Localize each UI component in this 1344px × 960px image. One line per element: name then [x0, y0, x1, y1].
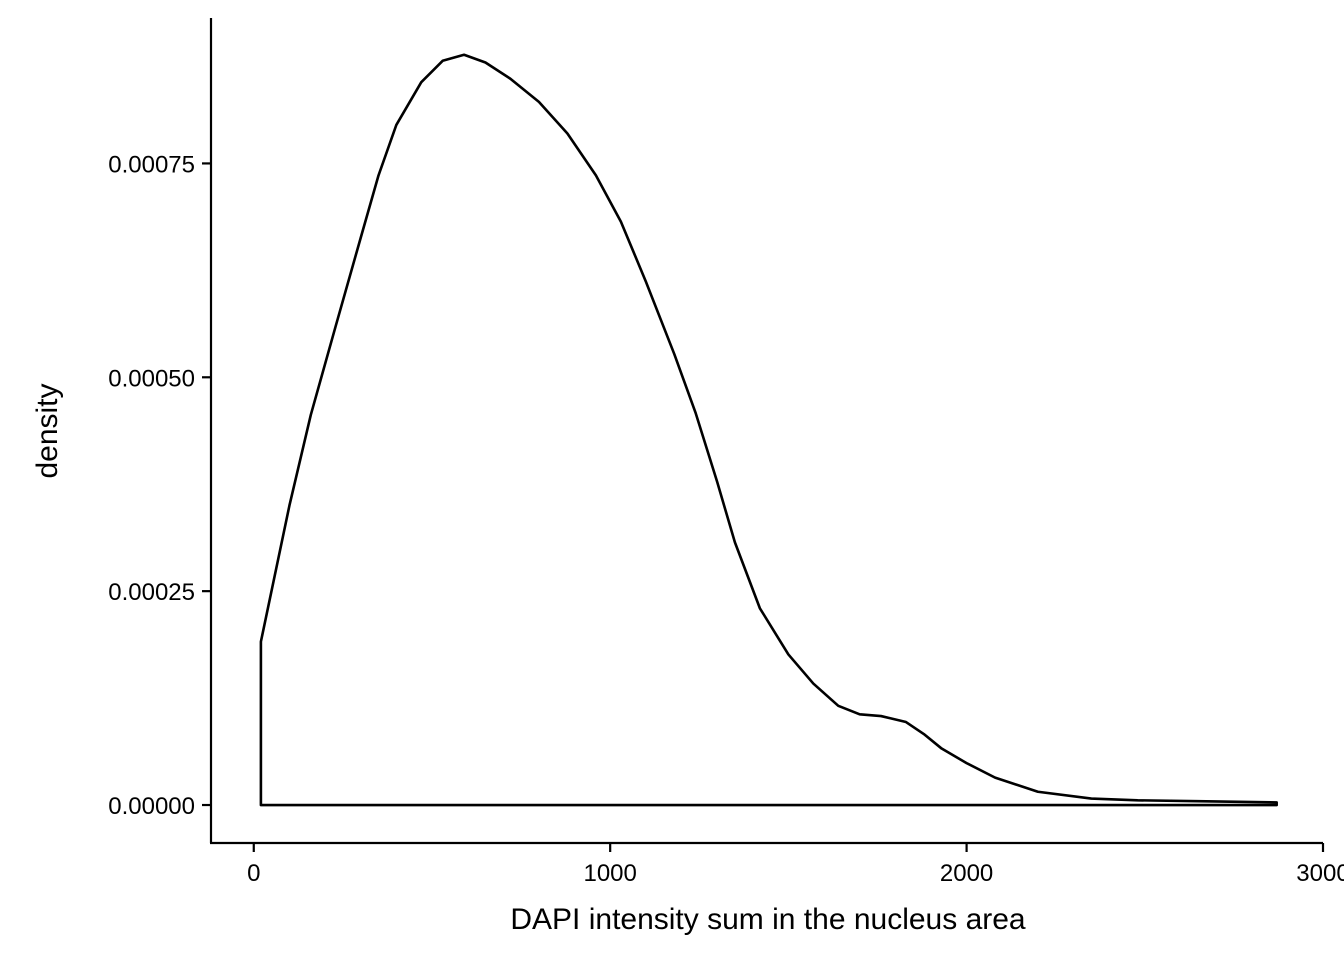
y-axis-title: density	[31, 383, 64, 478]
density-curve	[259, 53, 1278, 807]
plot-area	[259, 53, 1278, 807]
x-axis-ticks: 0 1000 2000 3000	[247, 843, 1344, 887]
x-tick-label: 0	[247, 860, 260, 887]
axes	[209, 18, 1323, 845]
x-tick-label: 2000	[940, 860, 993, 887]
x-axis-title: DAPI intensity sum in the nucleus area	[510, 903, 1026, 936]
y-tick-label: 0.00000	[108, 793, 195, 820]
y-tick-label: 0.00075	[108, 151, 195, 178]
y-tick-label: 0.00025	[108, 579, 195, 606]
x-tick-label: 1000	[583, 860, 636, 887]
y-tick-label: 0.00050	[108, 365, 195, 392]
y-axis-ticks: 0.00000 0.00025 0.00050 0.00075	[108, 151, 211, 820]
x-tick-label: 3000	[1296, 860, 1344, 887]
